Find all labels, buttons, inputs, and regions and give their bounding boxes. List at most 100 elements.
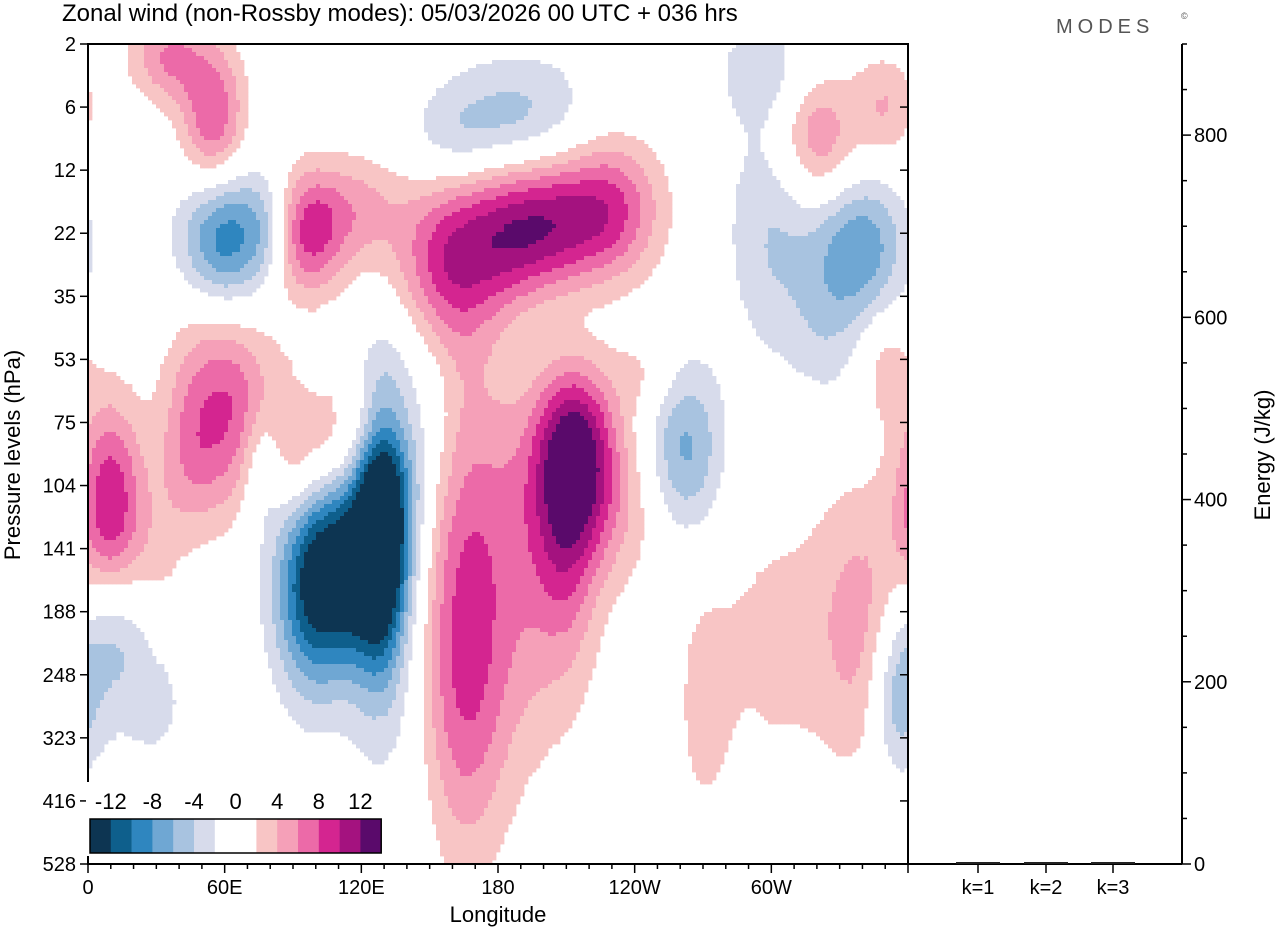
field-cell — [512, 236, 517, 241]
field-cell — [648, 192, 653, 197]
field-cell — [456, 132, 461, 137]
field-cell — [764, 200, 769, 205]
field-cell — [528, 100, 533, 105]
field-cell — [348, 236, 353, 241]
field-cell — [564, 184, 569, 189]
field-cell — [256, 220, 261, 225]
field-cell — [892, 100, 897, 105]
field-cell — [556, 212, 561, 217]
field-cell — [428, 116, 433, 121]
field-cell — [324, 216, 329, 221]
field-cell — [512, 212, 517, 217]
field-cell — [628, 204, 633, 209]
field-cell — [480, 172, 485, 177]
field-cell — [324, 188, 329, 193]
field-cell — [228, 132, 233, 137]
field-cell — [416, 192, 421, 197]
field-cell — [448, 136, 453, 141]
field-cell — [260, 180, 265, 185]
field-cell — [212, 132, 217, 137]
field-cell — [500, 188, 505, 193]
field-cell — [760, 60, 765, 65]
field-cell — [456, 84, 461, 89]
field-cell — [480, 224, 485, 229]
field-cell — [852, 120, 857, 125]
field-cell — [172, 80, 177, 85]
field-cell — [480, 184, 485, 189]
field-cell — [264, 220, 269, 225]
field-cell — [608, 156, 613, 161]
field-cell — [416, 196, 421, 201]
field-cell — [760, 96, 765, 101]
field-cell — [472, 128, 477, 133]
field-cell — [524, 60, 529, 65]
field-cell — [216, 184, 221, 189]
field-cell — [664, 180, 669, 185]
field-cell — [588, 164, 593, 169]
field-cell — [488, 176, 493, 181]
field-cell — [564, 80, 569, 85]
field-cell — [556, 200, 561, 205]
field-cell — [192, 224, 197, 229]
field-cell — [740, 212, 745, 217]
field-cell — [612, 164, 617, 169]
field-cell — [500, 128, 505, 133]
field-cell — [864, 180, 869, 185]
field-cell — [172, 52, 177, 57]
field-cell — [188, 152, 193, 157]
field-cell — [240, 116, 245, 121]
field-cell — [876, 92, 881, 97]
field-cell — [732, 236, 737, 241]
field-cell — [536, 84, 541, 89]
field-cell — [768, 56, 773, 61]
field-cell — [168, 84, 173, 89]
field-cell — [812, 172, 817, 177]
field-cell — [528, 216, 533, 221]
field-cell — [768, 68, 773, 73]
field-cell — [328, 212, 333, 217]
field-cell — [752, 184, 757, 189]
field-cell — [336, 200, 341, 205]
field-cell — [496, 80, 501, 85]
field-cell — [620, 192, 625, 197]
field-cell — [876, 184, 881, 189]
field-cell — [740, 176, 745, 181]
field-cell — [496, 96, 501, 101]
field-cell — [560, 188, 565, 193]
field-cell — [520, 176, 525, 181]
field-cell — [588, 148, 593, 153]
field-cell — [136, 72, 141, 77]
field-cell — [544, 180, 549, 185]
field-cell — [900, 224, 905, 229]
field-cell — [780, 212, 785, 217]
field-cell — [632, 172, 637, 177]
field-cell — [224, 44, 229, 49]
field-cell — [172, 124, 177, 129]
field-cell — [392, 224, 397, 229]
field-cell — [404, 192, 409, 197]
field-cell — [220, 192, 225, 197]
field-cell — [180, 208, 185, 213]
field-cell — [604, 160, 609, 165]
field-cell — [208, 120, 213, 125]
field-cell — [240, 200, 245, 205]
field-cell — [440, 124, 445, 129]
field-cell — [524, 88, 529, 93]
field-cell — [600, 236, 605, 241]
field-cell — [640, 216, 645, 221]
field-cell — [808, 104, 813, 109]
field-cell — [204, 84, 209, 89]
field-cell — [652, 224, 657, 229]
field-cell — [600, 204, 605, 209]
field-cell — [132, 52, 137, 57]
field-cell — [776, 196, 781, 201]
field-cell — [736, 112, 741, 117]
field-cell — [888, 84, 893, 89]
field-cell — [248, 180, 253, 185]
field-cell — [508, 104, 513, 109]
field-cell — [220, 208, 225, 213]
field-cell — [648, 204, 653, 209]
field-cell — [196, 224, 201, 229]
field-cell — [816, 168, 821, 173]
field-cell — [208, 68, 213, 73]
